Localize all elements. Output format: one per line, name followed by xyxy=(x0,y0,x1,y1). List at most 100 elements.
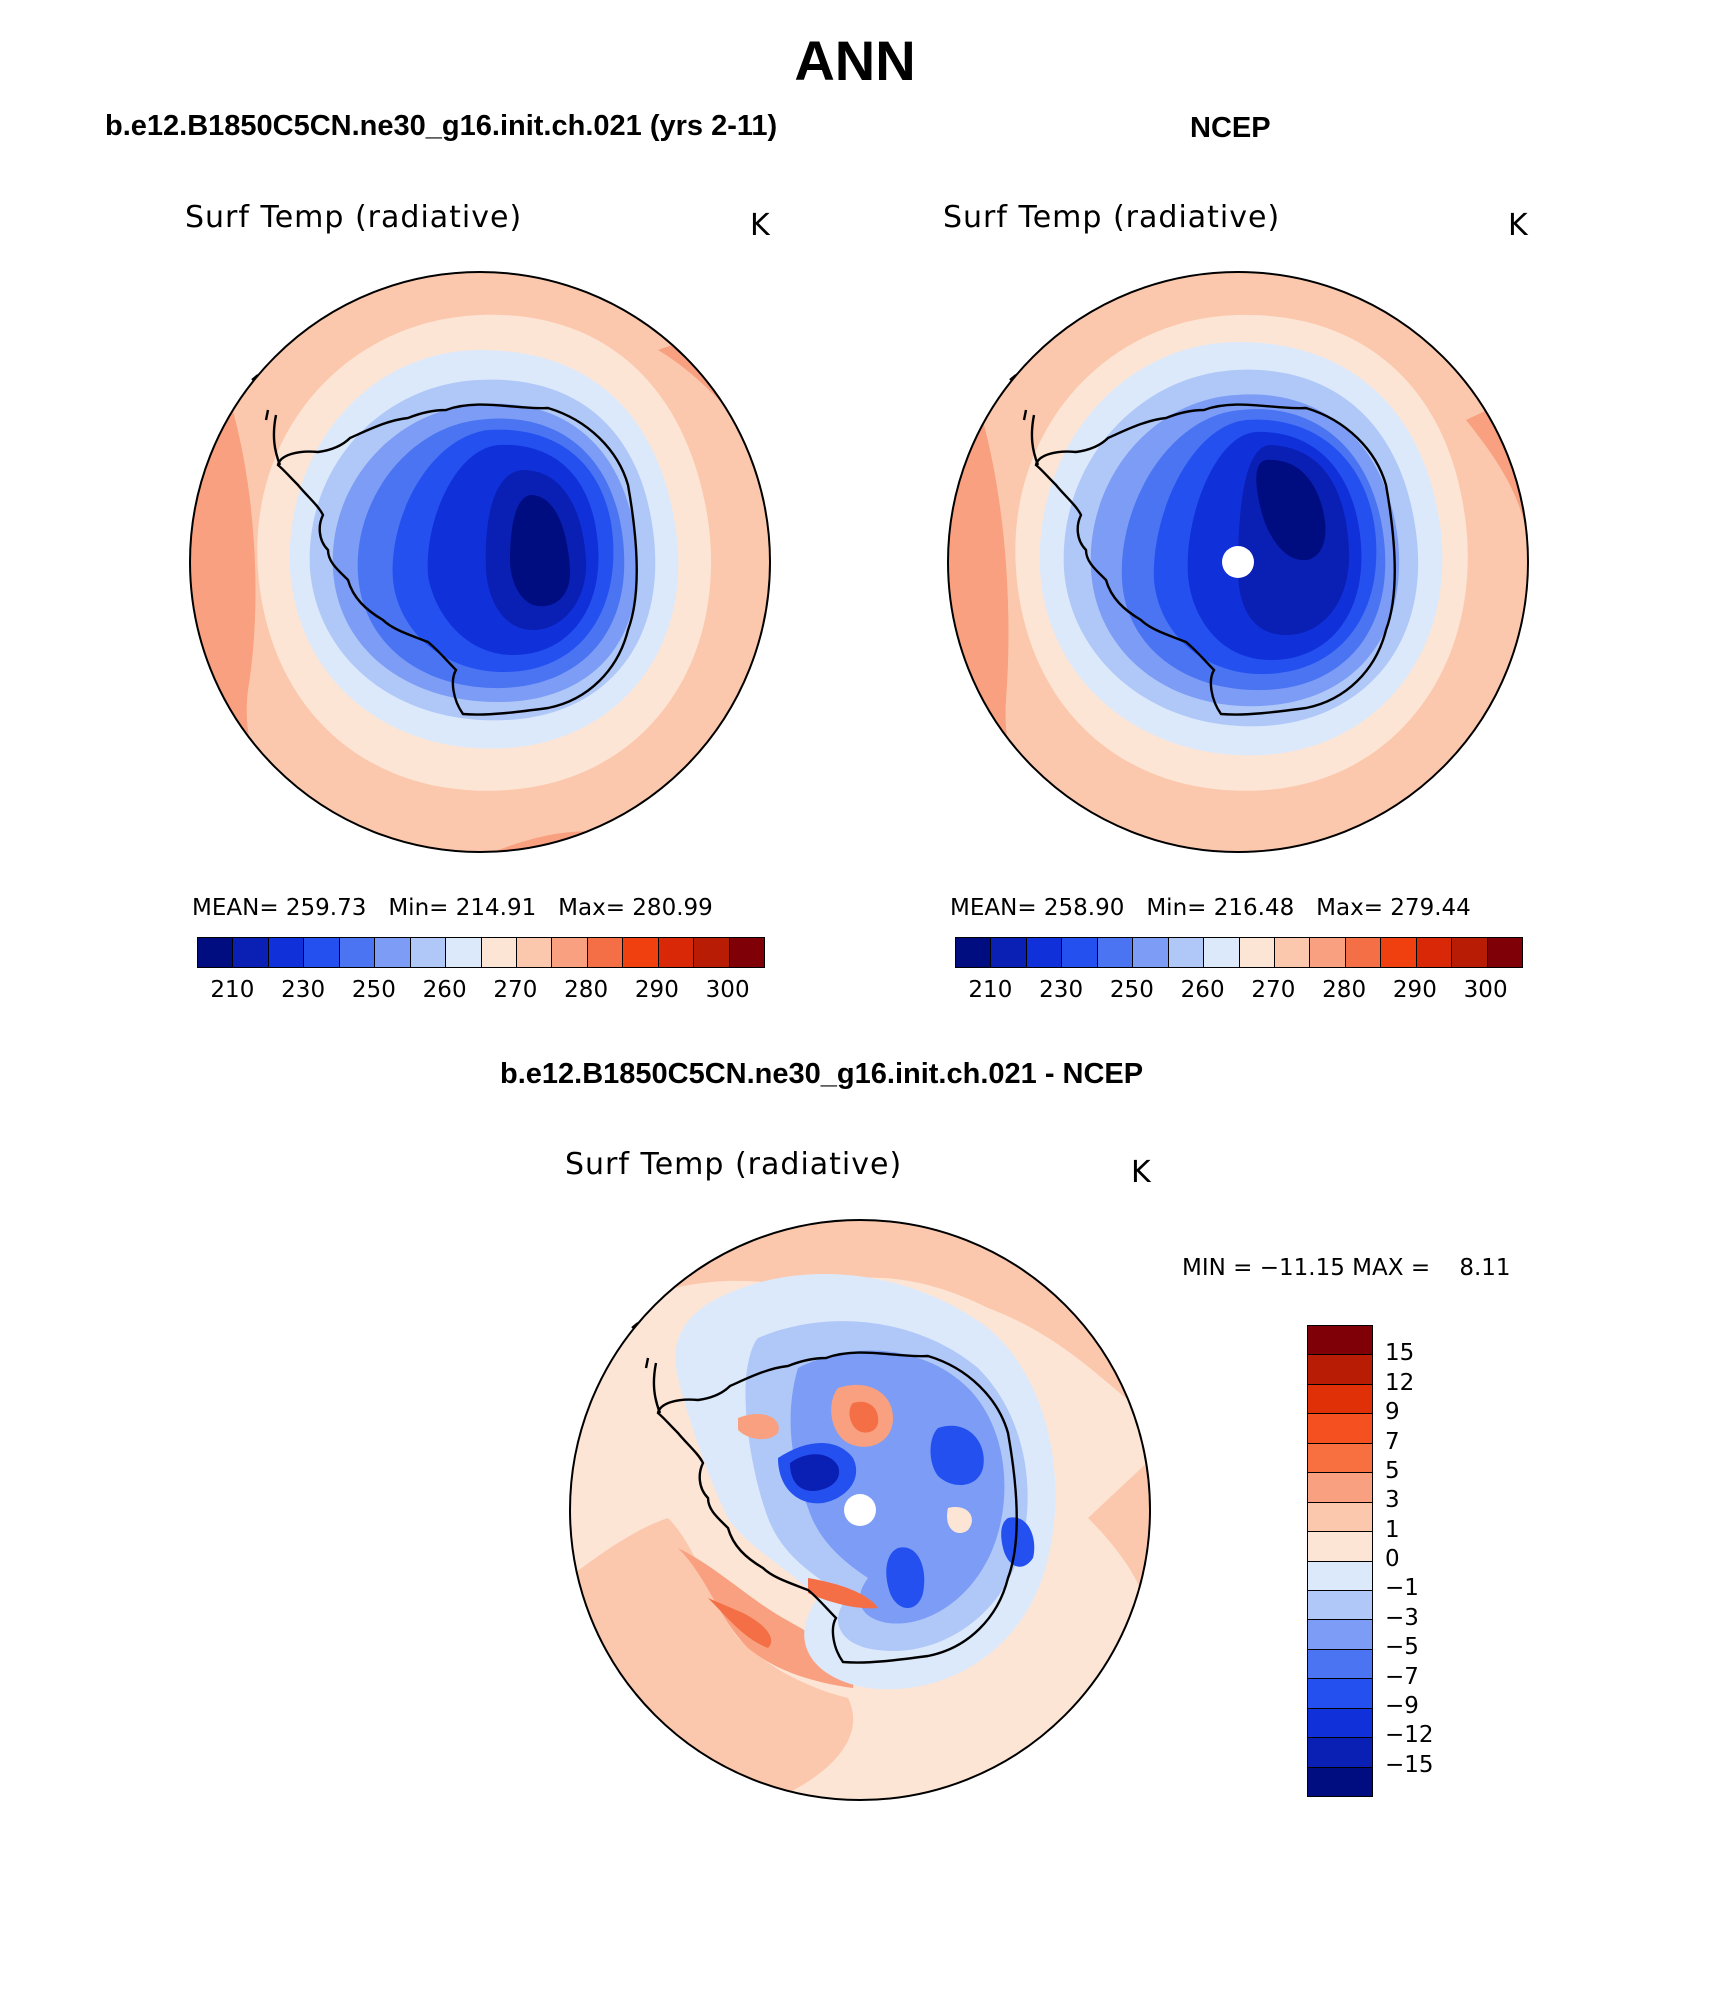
diff-colorbar-swatch xyxy=(1308,1472,1372,1502)
diff-colorbar-tick-label: −3 xyxy=(1385,1604,1419,1631)
diff-colorbar-swatch xyxy=(1308,1413,1372,1443)
figure-title: ANN xyxy=(794,29,916,92)
panel-1-colorbar-swatch xyxy=(445,938,481,967)
diff-colorbar-tick-label: 5 xyxy=(1385,1457,1400,1484)
panel-1-colorbar-tick-label: 280 xyxy=(564,977,609,1003)
panel-1-colorbar-swatch xyxy=(551,938,587,967)
diff-colorbar-swatch xyxy=(1308,1383,1372,1414)
panel-2-colorbar-labels: 210 230 250 260 270 280 290 300 xyxy=(955,977,1521,1007)
diff-units: K xyxy=(1131,1155,1152,1190)
diff-colorbar-tick-label: 9 xyxy=(1385,1399,1400,1426)
panel-1-colorbar-tick-label: 270 xyxy=(493,977,538,1003)
panel-1-colorbar-tick-label: 230 xyxy=(281,977,326,1003)
diff-var-label: Surf Temp (radiative) xyxy=(565,1147,903,1182)
diff-colorbar-swatch xyxy=(1308,1354,1372,1384)
panel-2-polar-map xyxy=(947,271,1529,853)
diff-colorbar-tick-label: 12 xyxy=(1385,1369,1415,1396)
panel-2-colorbar-swatch xyxy=(1451,938,1487,967)
panel-1-colorbar-swatch xyxy=(232,938,268,967)
panel-2-colorbar-swatch xyxy=(1380,938,1416,967)
diff-colorbar-tick-label: 15 xyxy=(1385,1340,1415,1367)
diff-colorbar-swatch xyxy=(1308,1326,1372,1355)
diff-colorbar-tick-label: 0 xyxy=(1385,1546,1400,1572)
diff-colorbar-tick-label: −12 xyxy=(1385,1722,1434,1749)
panel-2-colorbar-swatch xyxy=(1309,938,1345,967)
panel-1-colorbar-tick-label: 290 xyxy=(634,977,679,1003)
panel-1-colorbar-swatch xyxy=(303,938,339,967)
panel-1-colorbar-swatch xyxy=(480,938,516,967)
panel-1-colorbar-swatch xyxy=(586,938,623,967)
panel-2-colorbar-swatch xyxy=(1486,938,1522,967)
panel-1-colorbar-swatch xyxy=(622,938,658,967)
panel-2-colorbar xyxy=(955,937,1523,968)
panel-2-colorbar-tick-label: 250 xyxy=(1109,977,1154,1003)
panel-1-colorbar-swatch xyxy=(728,938,764,967)
panel-1-colorbar-swatch xyxy=(374,938,410,967)
panel-1-colorbar-swatch xyxy=(409,938,446,967)
panel-2-units: K xyxy=(1508,208,1529,243)
panel-1-colorbar-swatch xyxy=(198,938,233,967)
panel-2-colorbar-tick-label: 300 xyxy=(1463,977,1508,1003)
panel-1-colorbar-swatch xyxy=(657,938,694,967)
panel-1-colorbar-tick-label: 210 xyxy=(210,977,255,1003)
panel-2-stats: MEAN= 258.90 Min= 216.48 Max= 279.44 xyxy=(950,895,1471,921)
panel-1-colorbar-swatch xyxy=(515,938,552,967)
panel-2-colorbar-swatch xyxy=(1061,938,1097,967)
diff-colorbar-tick-label: −7 xyxy=(1385,1663,1419,1690)
panel-2-colorbar-swatch xyxy=(990,938,1026,967)
diff-colorbar-swatch xyxy=(1308,1766,1372,1796)
panel-2-colorbar-swatch xyxy=(1344,938,1381,967)
panel-2-colorbar-swatch xyxy=(956,938,991,967)
panel-2-colorbar-tick-label: 280 xyxy=(1322,977,1367,1003)
panel-1-colorbar-tick-label: 260 xyxy=(422,977,467,1003)
diff-colorbar-swatch xyxy=(1308,1648,1372,1679)
panel-1-colorbar-labels: 210 230 250 260 270 280 290 300 xyxy=(197,977,763,1007)
panel-1-colorbar-swatch xyxy=(267,938,304,967)
panel-1-polar-map xyxy=(189,271,771,853)
diff-colorbar-swatch xyxy=(1308,1619,1372,1649)
diff-colorbar-tick-label: −1 xyxy=(1385,1575,1419,1602)
diff-colorbar-swatch xyxy=(1308,1501,1372,1532)
panel-2-colorbar-tick-label: 260 xyxy=(1180,977,1225,1003)
diff-colorbar-swatch xyxy=(1308,1589,1372,1620)
diff-case-title: b.e12.B1850C5CN.ne30_g16.init.ch.021 - N… xyxy=(500,1058,1144,1090)
panel-2-colorbar-swatch xyxy=(1167,938,1204,967)
panel-2-case-title: NCEP xyxy=(1190,112,1271,144)
panel-1-stats: MEAN= 259.73 Min= 214.91 Max= 280.99 xyxy=(192,895,713,921)
diff-colorbar-tick-label: 3 xyxy=(1385,1487,1400,1514)
diff-polar-map xyxy=(569,1219,1151,1801)
panel-1-colorbar-tick-label: 300 xyxy=(705,977,750,1003)
diff-colorbar-swatch xyxy=(1308,1560,1372,1590)
panel-2-var-label: Surf Temp (radiative) xyxy=(943,200,1281,235)
panel-2-colorbar-swatch xyxy=(1025,938,1062,967)
panel-2-colorbar-swatch xyxy=(1096,938,1133,967)
diff-colorbar-tick-label: −15 xyxy=(1385,1751,1434,1778)
diff-colorbar-labels: 15 12 9 7 5 3 1 0 −1 −3 −5 −7 −9 −12 −15 xyxy=(1385,1325,1465,1795)
diff-colorbar-tick-label: 7 xyxy=(1385,1428,1400,1455)
diff-colorbar-tick-label: −9 xyxy=(1385,1692,1419,1719)
panel-1-units: K xyxy=(750,208,771,243)
panel-1-colorbar-swatch xyxy=(693,938,729,967)
diff-colorbar-swatch xyxy=(1308,1442,1372,1473)
panel-1-case-title: b.e12.B1850C5CN.ne30_g16.init.ch.021 (yr… xyxy=(105,110,778,142)
panel-2-colorbar-swatch xyxy=(1415,938,1452,967)
diff-stats: MIN = −11.15 MAX = 8.11 xyxy=(1182,1255,1511,1281)
panel-2-colorbar-swatch xyxy=(1273,938,1310,967)
panel-2-colorbar-swatch xyxy=(1238,938,1274,967)
panel-2-colorbar-tick-label: 230 xyxy=(1039,977,1084,1003)
panel-2-colorbar-swatch xyxy=(1203,938,1239,967)
diff-colorbar xyxy=(1307,1325,1373,1797)
panel-2-colorbar-swatch xyxy=(1132,938,1168,967)
panel-1-colorbar-tick-label: 250 xyxy=(351,977,396,1003)
diff-colorbar-tick-label: −5 xyxy=(1385,1634,1419,1661)
diff-colorbar-swatch xyxy=(1308,1707,1372,1738)
diff-colorbar-swatch xyxy=(1308,1678,1372,1708)
panel-1-colorbar-swatch xyxy=(338,938,375,967)
panel-1-colorbar xyxy=(197,937,765,968)
diff-colorbar-swatch xyxy=(1308,1737,1372,1767)
diff-colorbar-tick-label: 1 xyxy=(1385,1516,1400,1543)
panel-2-colorbar-tick-label: 210 xyxy=(968,977,1013,1003)
diff-colorbar-swatch xyxy=(1308,1531,1372,1561)
panel-2-colorbar-tick-label: 270 xyxy=(1251,977,1296,1003)
panel-1-var-label: Surf Temp (radiative) xyxy=(185,200,523,235)
